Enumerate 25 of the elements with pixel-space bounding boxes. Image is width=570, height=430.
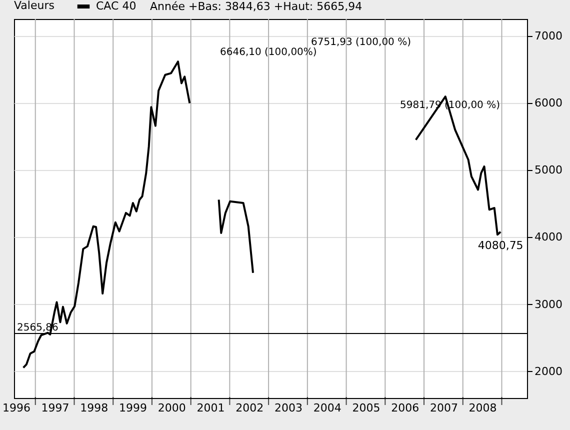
- x-tick-label: 2006: [391, 402, 420, 414]
- x-tick-label: 1999: [119, 402, 148, 414]
- y-tick-label: 7000: [534, 29, 562, 42]
- x-tick-label: 2004: [313, 402, 342, 414]
- y-tick-label: 4000: [534, 230, 562, 244]
- text: Année +Bas: 3844,63 +Haut: 5665,94: [150, 0, 362, 13]
- annotation: 6646,10 (100,00%): [220, 47, 317, 58]
- x-tick-label: 2003: [274, 402, 302, 414]
- x-tick-label: 1996: [2, 402, 30, 414]
- x-tick-label: 2000: [158, 402, 186, 414]
- y-tick-label: 5000: [534, 164, 562, 177]
- x-tick-label: 2007: [430, 402, 458, 414]
- x-tick-label: 2002: [236, 402, 264, 414]
- y-tick-label: 2000: [534, 364, 562, 378]
- legend-label: CAC 40: [96, 0, 136, 12]
- x-tick-label: 2005: [352, 402, 380, 414]
- legend-title: Valeurs: [14, 0, 55, 12]
- x-tick-label: 2001: [196, 402, 225, 414]
- x-tick-label: 1998: [80, 402, 108, 414]
- data-label: 4080,75: [478, 238, 524, 252]
- y-tick-label: 3000: [534, 298, 562, 311]
- x-tick-label: 2008: [468, 402, 497, 414]
- x-tick-label: 1997: [41, 402, 70, 414]
- y-tick-label: 6000: [534, 96, 562, 110]
- annotation: 6751,93 (100,00 %): [311, 37, 412, 48]
